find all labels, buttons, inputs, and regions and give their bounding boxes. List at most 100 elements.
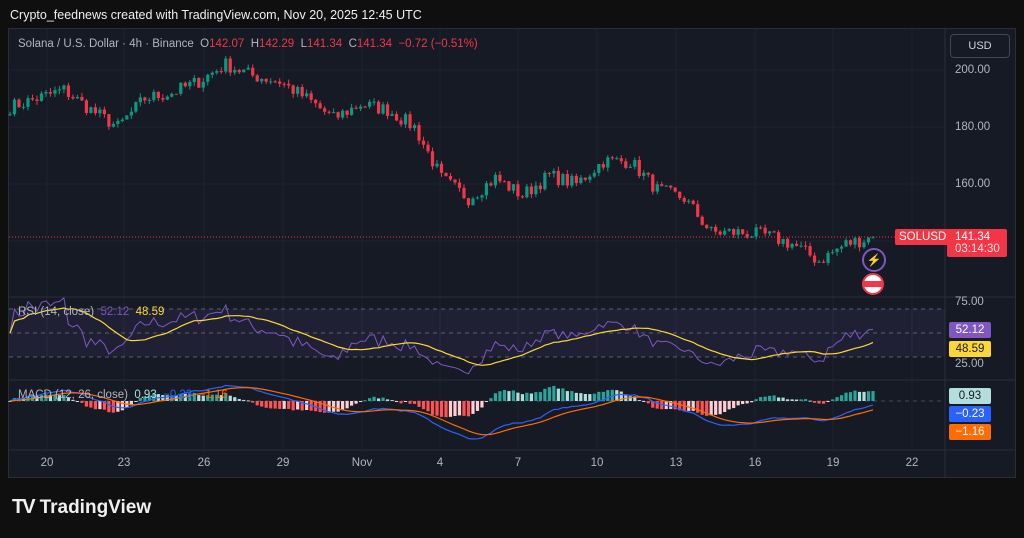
macd-histogram-bar <box>291 401 295 411</box>
candle <box>803 245 808 247</box>
lightning-icon[interactable]: ⚡ <box>862 248 886 272</box>
rsi-ma-line <box>9 307 874 366</box>
macd-histogram-bar <box>57 395 62 401</box>
candle <box>529 186 533 195</box>
rsi-axis-label: 75.00 <box>955 296 984 308</box>
open-value: 142.07 <box>209 38 245 50</box>
candle <box>372 101 376 103</box>
candle <box>682 197 686 202</box>
rsi-axis-label: 25.00 <box>955 358 984 370</box>
candle <box>421 140 426 145</box>
macd-histogram-bar <box>673 401 677 410</box>
macd-histogram-bar <box>350 401 354 406</box>
candle <box>678 191 682 198</box>
macd-histogram-bar <box>750 401 754 403</box>
macd-histogram-bar <box>305 401 309 410</box>
candle <box>197 77 201 88</box>
macd-histogram-bar <box>579 393 583 401</box>
candle <box>525 186 529 198</box>
candle <box>543 172 547 190</box>
candle <box>628 166 632 168</box>
time-label: 19 <box>826 457 840 469</box>
candle <box>323 108 327 112</box>
candle <box>799 245 803 247</box>
candle <box>75 96 80 99</box>
macd-histogram-bar <box>601 391 605 401</box>
candle <box>826 252 830 263</box>
macd-histogram-bar <box>273 401 277 409</box>
macd-histogram-bar <box>763 396 767 401</box>
macd-histogram-bar <box>835 397 839 401</box>
macd-histogram-bar <box>165 395 169 401</box>
candle <box>233 70 237 73</box>
candle <box>327 111 331 113</box>
candle <box>498 174 502 182</box>
low-value: 141.34 <box>307 38 343 50</box>
currency-button[interactable]: USD <box>950 34 1010 58</box>
candle <box>556 170 560 186</box>
macd-histogram-bar <box>408 401 412 404</box>
macd-histogram-bar <box>547 387 551 401</box>
candle <box>741 229 745 235</box>
candle <box>750 236 754 238</box>
macd-histogram-bar <box>8 401 12 402</box>
candle <box>772 231 776 233</box>
macd-histogram-bar <box>75 401 80 402</box>
macd-histogram-bar <box>489 398 493 401</box>
signal-line <box>9 386 874 436</box>
macd-histogram-bar <box>430 401 435 415</box>
macd-histogram-bar <box>817 401 821 404</box>
candle <box>93 107 98 114</box>
macd-histogram-bar <box>597 391 601 401</box>
candle <box>269 81 273 83</box>
us-flag-icon[interactable] <box>862 273 884 295</box>
macd-histogram-bar <box>741 401 745 405</box>
macd-histogram-bar <box>66 397 71 401</box>
candle <box>21 106 26 108</box>
macd-histogram-bar <box>768 395 772 401</box>
macd-histogram-bar <box>201 395 205 401</box>
rsi-legend: RSI (14, close) 52.12 48.59 <box>18 306 165 318</box>
candle <box>390 114 394 116</box>
macd-histogram-bar <box>493 393 498 401</box>
macd-histogram-bar <box>314 401 318 412</box>
macd-histogram-bar <box>471 401 475 414</box>
symbol-legend: Solana / U.S. Dollar · 4h · Binance O142… <box>18 38 478 50</box>
macd-histogram-bar <box>812 401 817 403</box>
macd-histogram-bar <box>732 401 736 409</box>
candle <box>794 243 799 246</box>
candle <box>8 114 12 116</box>
candle <box>687 200 691 202</box>
candle <box>866 237 871 243</box>
candle <box>745 234 749 238</box>
rsi-tag: 52.12 <box>949 322 991 338</box>
chart-frame[interactable] <box>8 28 1016 478</box>
candle <box>251 67 255 76</box>
candle <box>705 224 709 229</box>
macd-histogram-bar <box>808 400 812 402</box>
macd-histogram-bar <box>84 401 89 407</box>
macd-histogram-bar <box>696 401 700 413</box>
candle <box>260 78 264 82</box>
candle <box>228 58 232 73</box>
macd-histogram-bar <box>138 397 142 401</box>
macd-histogram-bar <box>561 388 565 401</box>
candle <box>345 110 349 115</box>
macd-histogram-bar <box>439 401 444 417</box>
candle <box>332 112 336 114</box>
macd-histogram-bar <box>367 398 372 401</box>
macd-histogram-bar <box>381 397 385 401</box>
candle <box>552 170 556 174</box>
macd-histogram-bar <box>197 395 201 401</box>
macd-histogram-bar <box>246 400 250 402</box>
candle <box>84 100 89 113</box>
time-label: 4 <box>436 457 444 469</box>
macd-histogram-bar <box>772 395 776 401</box>
candle <box>588 176 592 180</box>
macd-histogram-bar <box>399 401 403 404</box>
candle <box>120 119 124 121</box>
macd-histogram-bar <box>385 399 390 401</box>
candle <box>583 177 587 180</box>
candle <box>215 71 219 73</box>
